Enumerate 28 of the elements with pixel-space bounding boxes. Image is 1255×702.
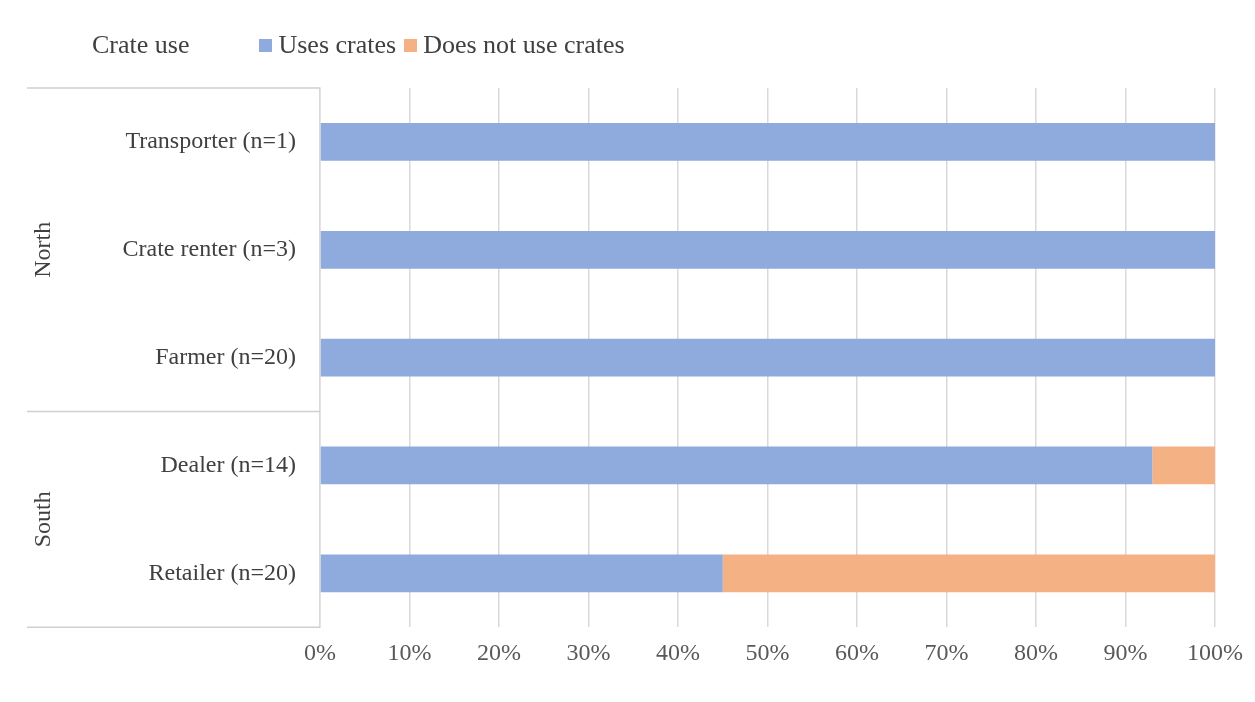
y-tick-label: Retailer (n=20) bbox=[148, 558, 296, 585]
text: North bbox=[29, 221, 56, 278]
legend-label: Uses crates bbox=[278, 30, 397, 60]
y-tick-label: Farmer (n=20) bbox=[155, 342, 296, 369]
bar bbox=[320, 230, 1215, 269]
x-tick-label: 90% bbox=[1103, 638, 1148, 665]
y-tick-label: Crate renter (n=3) bbox=[122, 235, 296, 262]
bar bbox=[320, 338, 1215, 377]
bar bbox=[320, 123, 1215, 161]
bar bbox=[1152, 446, 1215, 485]
x-tick-label: 20% bbox=[477, 638, 521, 665]
legend-title: Crate use bbox=[92, 30, 190, 60]
text: South bbox=[29, 491, 56, 548]
x-tick-label: 50% bbox=[745, 638, 790, 665]
x-tick-label: 10% bbox=[387, 638, 432, 665]
y-tick-label: Transporter (n=1) bbox=[125, 127, 296, 154]
bar bbox=[320, 446, 1153, 485]
legend-label: Does not use crates bbox=[423, 30, 625, 60]
x-tick-label: 0% bbox=[304, 638, 336, 665]
x-tick-label: 30% bbox=[566, 638, 611, 665]
x-tick-label: 100% bbox=[1187, 638, 1243, 665]
x-tick-label: 80% bbox=[1014, 638, 1058, 665]
bar bbox=[320, 554, 723, 593]
y-tick-label: Dealer (n=14) bbox=[160, 450, 296, 477]
x-tick-label: 40% bbox=[656, 638, 700, 665]
x-tick-label: 70% bbox=[924, 638, 969, 665]
bar bbox=[722, 554, 1215, 593]
x-tick-label: 60% bbox=[835, 638, 879, 665]
